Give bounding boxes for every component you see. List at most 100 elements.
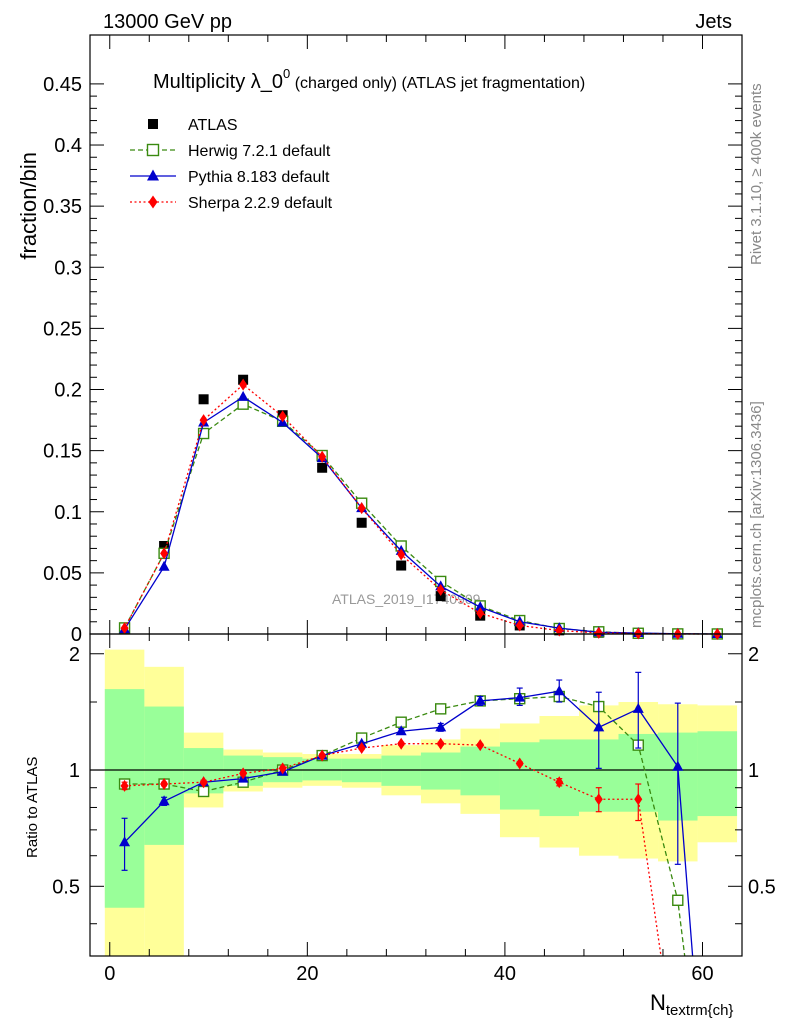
- legend-label-sherpa: Sherpa 2.2.9 default: [188, 195, 333, 212]
- point-atlas-2: [198, 394, 209, 405]
- point-atlas-6: [356, 517, 367, 528]
- point-sherpa-0: [120, 622, 129, 635]
- main-ytick-label-1: 0.05: [43, 563, 82, 585]
- legend-marker-herwig: [146, 143, 160, 157]
- ratio-point-sherpa-1: [160, 778, 169, 791]
- main-title: Multiplicity λ_00 (charged only) (ATLAS …: [153, 66, 585, 93]
- legend-label-pythia: Pythia 8.183 default: [188, 169, 330, 186]
- header-right: Jets: [695, 11, 732, 33]
- ratio-plot-content: [118, 671, 694, 956]
- ratio-point-sherpa-8: [436, 737, 445, 750]
- ratio-point-herwig-14: [672, 894, 684, 906]
- point-sherpa-10: [515, 619, 524, 632]
- legend-marker-sherpa: [148, 195, 158, 209]
- main-ytick-label-8: 0.4: [54, 135, 82, 157]
- ratio-x-label-sub: textrm{ch}: [666, 1002, 734, 1019]
- line-pythia: [124, 396, 718, 635]
- ratio-point-sherpa-6: [357, 742, 366, 755]
- point-pythia-9: [474, 601, 486, 612]
- legend-item-pythia: Pythia 8.183 default: [130, 169, 330, 186]
- main-ytick-label-4: 0.2: [54, 380, 82, 402]
- legend-marker-atlas: [148, 119, 158, 129]
- ratio-point-pythia-12: [593, 721, 605, 732]
- ratio-point-sherpa-10: [515, 757, 524, 770]
- ratio-point-pythia-9: [474, 694, 486, 705]
- ratio-point-sherpa-3: [239, 767, 248, 780]
- ratio-point-sherpa-7: [397, 737, 406, 750]
- ratio-panel: 0.5 0.51 12 20 20 40 60 Ratio to ATLAS Ntextrm…: [24, 633, 776, 1019]
- ratio-point-sherpa-4: [278, 762, 287, 775]
- point-atlas-5: [317, 462, 328, 473]
- point-herwig-2: [197, 427, 210, 440]
- point-atlas-1: [159, 540, 170, 551]
- series-sherpa: [120, 378, 722, 640]
- ratio-point-pythia-8: [435, 721, 447, 732]
- main-ytick-label-0: 0: [71, 624, 82, 646]
- ratio-point-sherpa-12: [594, 793, 603, 806]
- band-inner-1: [144, 706, 184, 845]
- point-sherpa-12: [594, 626, 603, 639]
- ratio-line-herwig: [124, 695, 686, 956]
- point-sherpa-5: [318, 450, 327, 463]
- ratio-ytick-label-0: 0.5: [52, 876, 80, 898]
- ratio-bands: [90, 649, 742, 956]
- side-text-bottom: mcplots.cern.ch [arXiv:1306.3436]: [748, 401, 765, 628]
- ratio-point-sherpa-13: [634, 793, 643, 806]
- ratio-point-sherpa-0: [120, 779, 129, 792]
- header-left: 13000 GeV pp: [103, 11, 232, 33]
- ratio-point-herwig-8: [434, 703, 447, 715]
- point-atlas-8: [435, 591, 446, 602]
- ratio-xtick-label-2: 40: [494, 963, 516, 985]
- band-inner-7: [381, 755, 421, 786]
- ratio-series-sherpa: [120, 737, 662, 956]
- main-ytick-label-2: 0.1: [54, 502, 82, 524]
- ratio-point-pythia-13: [632, 702, 644, 713]
- main-title-main: Multiplicity λ_0: [153, 71, 283, 93]
- main-y-ticks: 0 0.05 0.1 0.15 0.2 0.25 0.3 0.35 0.4 0.45: [43, 35, 743, 646]
- main-ytick-label-7: 0.35: [43, 196, 82, 218]
- ratio-ytick-label-1: 1: [69, 760, 80, 782]
- ratio-ytick-label-right-0: 0.5: [748, 876, 776, 898]
- legend-item-herwig: Herwig 7.2.1 default: [130, 143, 331, 160]
- ratio-x-axis-label: Ntextrm{ch}: [650, 990, 733, 1019]
- band-inner-15: [697, 731, 738, 817]
- point-atlas-7: [396, 560, 407, 571]
- ratio-ytick-label-2: 2: [69, 644, 80, 666]
- legend-item-atlas: ATLAS: [148, 117, 238, 134]
- point-sherpa-8: [436, 583, 445, 596]
- ratio-x-label-main: N: [650, 990, 666, 1015]
- legend-item-sherpa: Sherpa 2.2.9 default: [130, 195, 333, 212]
- legend: ATLAS Herwig 7.2.1 default Pythia 8.183 de…: [130, 117, 333, 212]
- ratio-point-sherpa-11: [555, 776, 564, 789]
- ratio-y-axis-label: Ratio to ATLAS: [24, 757, 41, 858]
- ratio-point-pythia-7: [395, 725, 407, 736]
- ratio-point-pythia-10: [514, 691, 526, 702]
- main-title-rest: (charged only) (ATLAS jet fragmentation): [290, 75, 585, 92]
- point-sherpa-7: [397, 548, 406, 561]
- legend-marker-pythia: [147, 169, 159, 181]
- legend-label-atlas: ATLAS: [188, 117, 238, 134]
- ratio-point-pythia-1: [158, 795, 170, 806]
- point-sherpa-3: [239, 378, 248, 391]
- point-sherpa-2: [199, 414, 208, 427]
- point-sherpa-1: [160, 547, 169, 560]
- ratio-point-pythia-0: [119, 836, 131, 847]
- main-y-axis-label: fraction/bin: [16, 152, 41, 260]
- ratio-point-sherpa-5: [318, 749, 327, 762]
- legend-label-herwig: Herwig 7.2.1 default: [188, 143, 331, 160]
- watermark-label: ATLAS_2019_I1740909: [332, 591, 481, 607]
- ratio-line-pythia: [124, 690, 694, 956]
- ratio-ticks: 0.5 0.51 12 20 20 40 60: [52, 634, 776, 985]
- ratio-frame: [89, 633, 743, 957]
- point-sherpa-4: [278, 410, 287, 423]
- point-pythia-1: [158, 560, 170, 571]
- main-ytick-label-5: 0.25: [43, 318, 82, 340]
- ratio-point-pythia-11: [553, 685, 565, 696]
- main-title-sup: 0: [283, 66, 290, 81]
- band-inner-9: [460, 746, 500, 796]
- ratio-xtick-label-0: 0: [104, 963, 115, 985]
- main-panel: ATLAS_2019_I1740909 00.050.10.150.20.250…: [16, 34, 743, 646]
- ratio-xtick-label-1: 20: [296, 963, 318, 985]
- ratio-xtick-label-3: 60: [691, 963, 713, 985]
